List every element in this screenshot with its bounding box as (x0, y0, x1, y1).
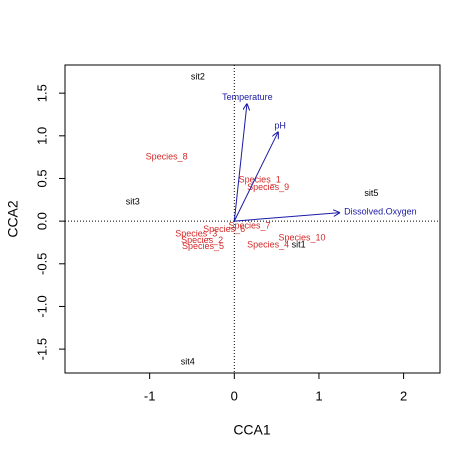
site-label: sit1 (292, 239, 306, 249)
env-label: Temperature (222, 92, 273, 102)
y-tick-label: 0.5 (34, 169, 49, 187)
site-label: sit4 (181, 356, 195, 366)
env-label: pH (274, 121, 286, 131)
plot-frame (64, 64, 441, 374)
x-tick-label: -1 (144, 388, 156, 403)
x-tick-label: 1 (315, 388, 322, 403)
y-tick-label: -1.0 (34, 295, 49, 317)
y-tick-label: -0.5 (34, 253, 49, 275)
site-label: sit5 (364, 188, 378, 198)
species-label: Species_9 (247, 182, 289, 192)
species-label: Species_4 (247, 239, 289, 249)
species-label: Species_7 (229, 221, 271, 231)
env-arrow (234, 213, 340, 222)
x-tick-label: 2 (400, 388, 407, 403)
y-axis-title: CCA2 (5, 200, 21, 238)
species-label: Species_3 (175, 228, 217, 238)
species-label: Species_8 (146, 152, 188, 162)
species-label: Species_5 (182, 241, 224, 251)
env-arrow (233, 132, 278, 222)
species-label: Species_1 (239, 175, 281, 185)
species-label: Species_6 (203, 224, 245, 234)
x-axis-title: CCA1 (233, 422, 271, 438)
species-label: Species_10 (278, 233, 325, 243)
x-tick-label: 0 (231, 388, 238, 403)
y-tick-label: 1.5 (34, 84, 49, 102)
env-arrow (233, 103, 247, 222)
y-tick-label: -1.5 (34, 338, 49, 360)
site-label: sit2 (191, 71, 205, 81)
site-label: sit3 (126, 197, 140, 207)
env-label: Dissolved.Oxygen (344, 206, 417, 216)
species-label: Species_2 (181, 235, 223, 245)
y-tick-label: 1.0 (34, 127, 49, 145)
y-tick-label: 0.0 (34, 212, 49, 230)
